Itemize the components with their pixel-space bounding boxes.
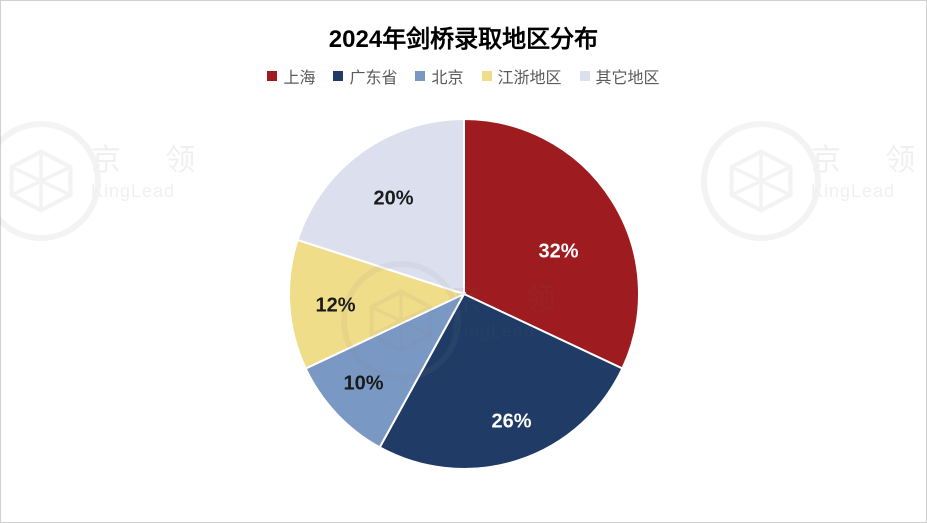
legend-label: 北京 (431, 64, 463, 88)
legend-swatch (267, 71, 277, 81)
legend-swatch (580, 71, 590, 81)
legend-label: 江浙地区 (498, 64, 562, 88)
legend-swatch (415, 71, 425, 81)
legend-label: 广东省 (349, 64, 397, 88)
legend: 上海 广东省 北京 江浙地区 其它地区 (1, 64, 926, 88)
slice-label: 12% (315, 295, 355, 318)
slice-label: 26% (491, 411, 531, 434)
legend-item: 广东省 (333, 64, 397, 88)
legend-item: 江浙地区 (482, 64, 562, 88)
legend-item: 北京 (415, 64, 463, 88)
chart-title: 2024年剑桥录取地区分布 (1, 19, 926, 54)
legend-label: 其它地区 (596, 64, 660, 88)
slice-label: 32% (538, 241, 578, 264)
slice-label: 10% (343, 373, 383, 396)
slice-label: 20% (373, 188, 413, 211)
legend-swatch (482, 71, 492, 81)
legend-label: 上海 (283, 64, 315, 88)
pie-wrap: 32% 26% 10% 12% 20% (1, 114, 926, 474)
legend-item: 上海 (267, 64, 315, 88)
chart-container: 2024年剑桥录取地区分布 上海 广东省 北京 江浙地区 其它地区 32% 26% 10% 1… (1, 1, 926, 522)
legend-item: 其它地区 (580, 64, 660, 88)
legend-swatch (333, 71, 343, 81)
